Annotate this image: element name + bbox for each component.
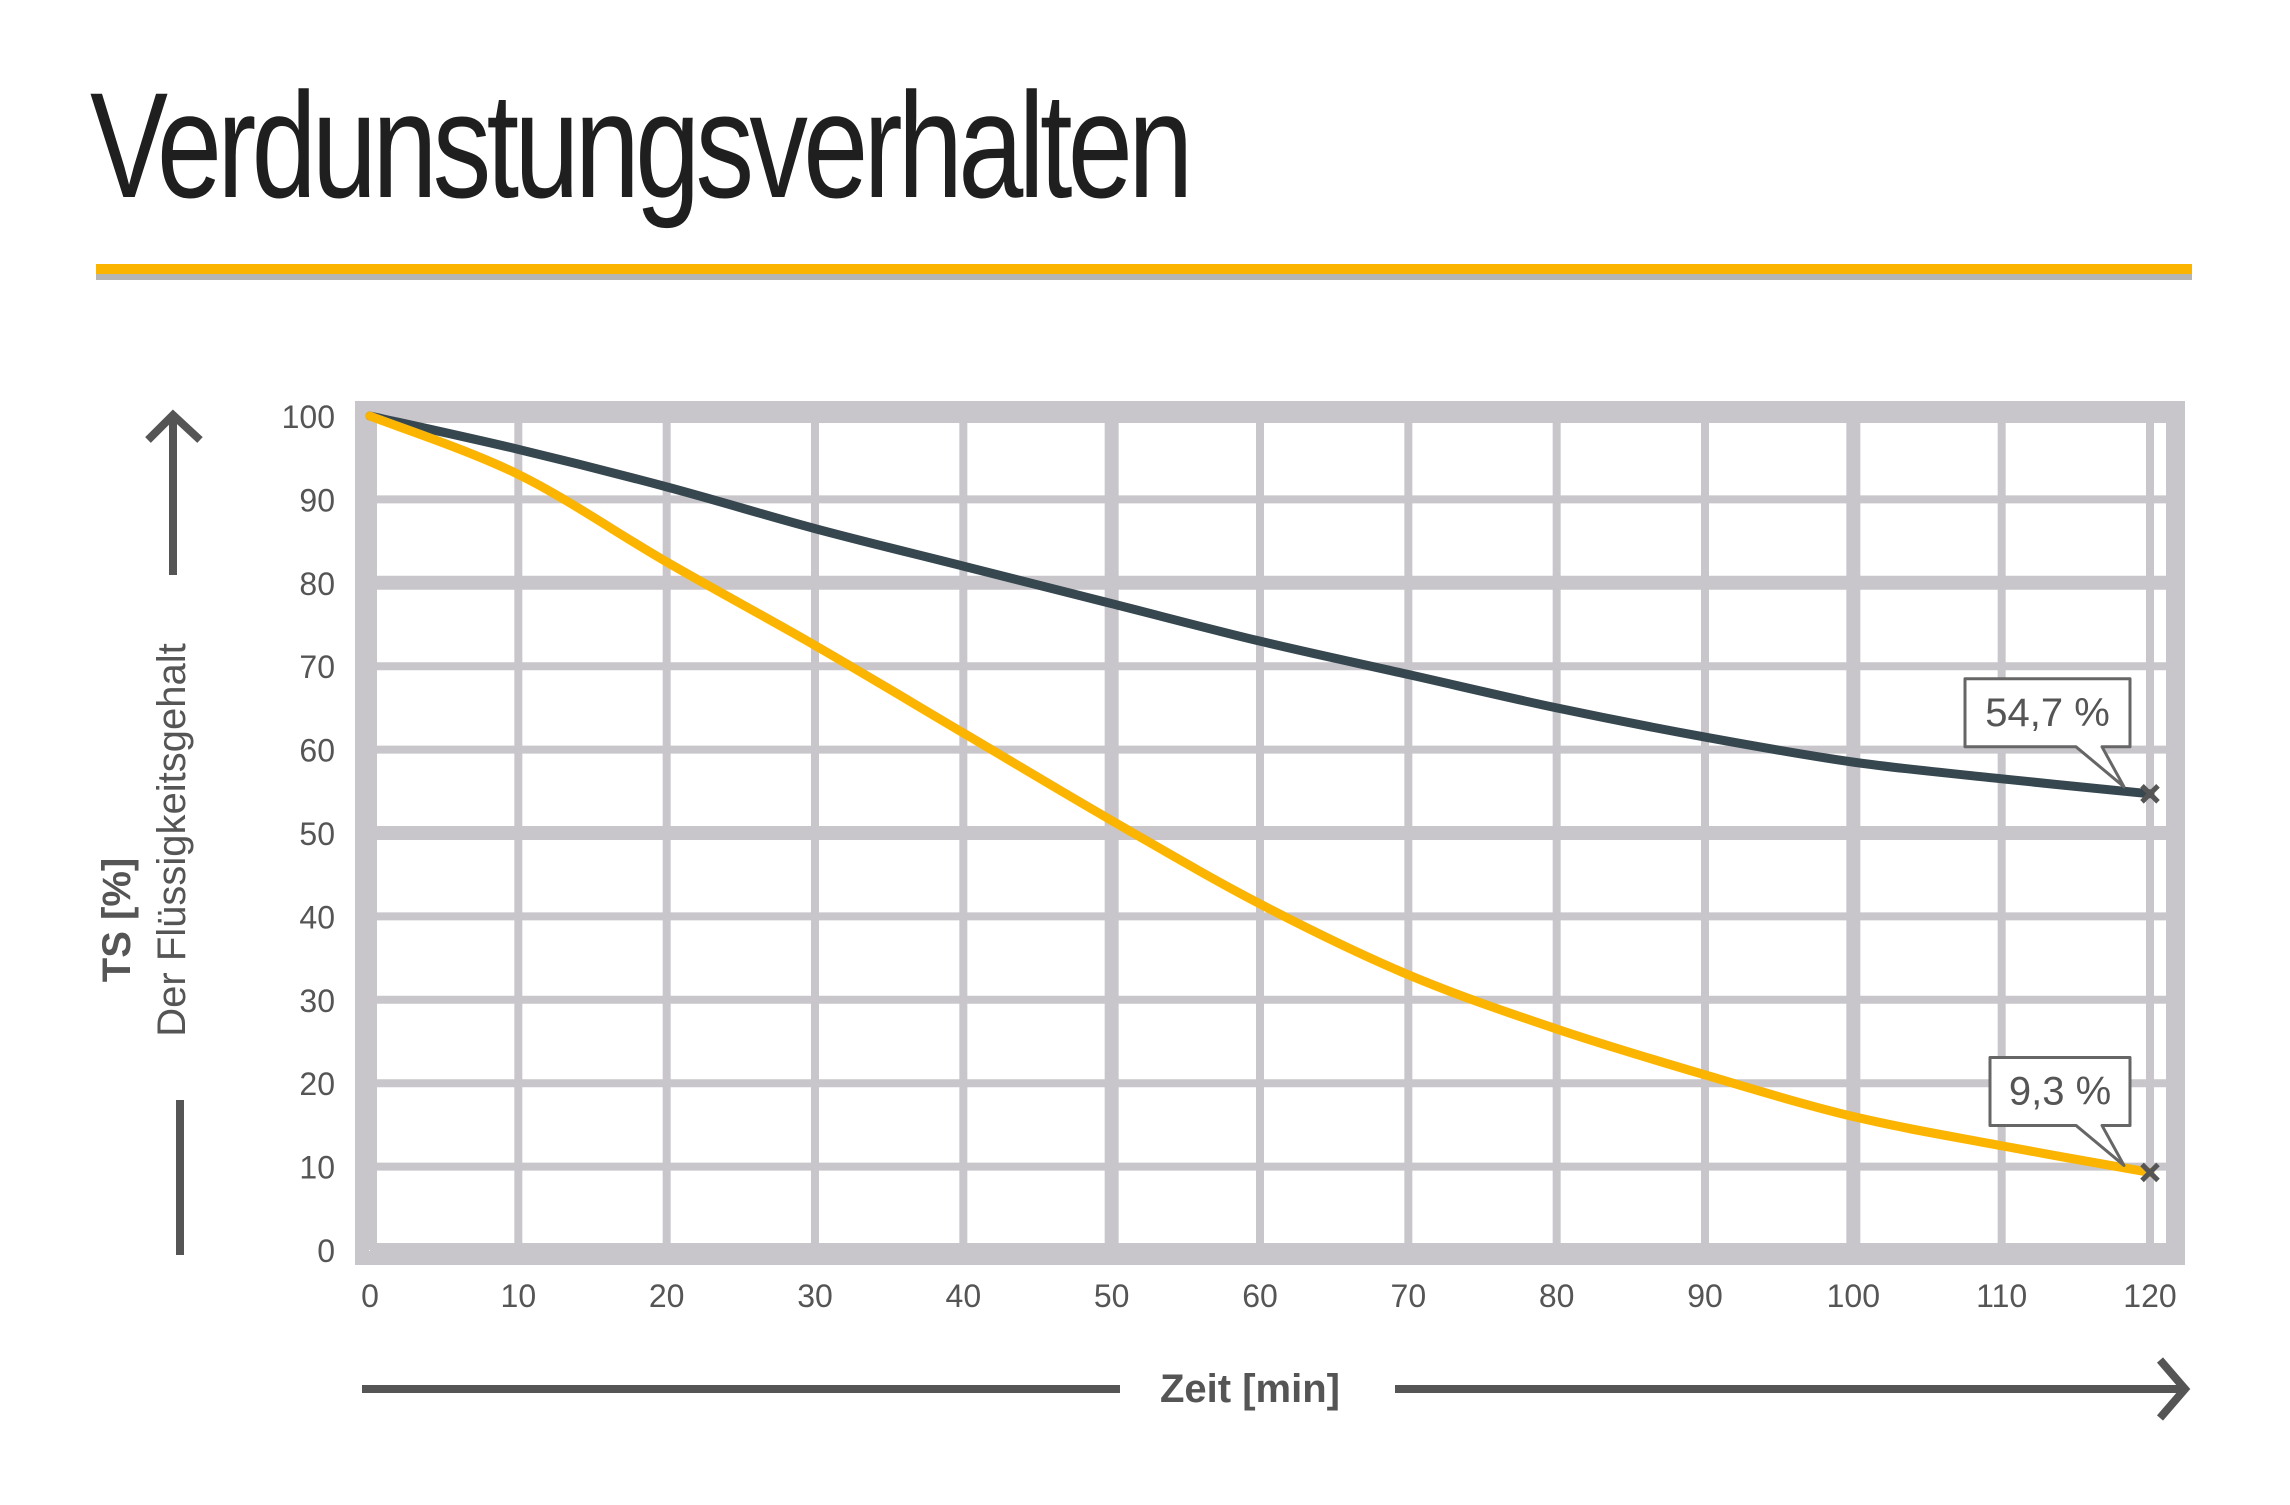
chart-callouts: 54,7 % 9,3 % (1963, 677, 2160, 1183)
x-tick-label: 80 (1539, 1278, 1575, 1314)
y-tick-label: 70 (299, 649, 335, 685)
y-tick-label: 60 (299, 733, 335, 769)
y-tick-label: 40 (299, 899, 335, 935)
x-tick-label: 70 (1391, 1278, 1427, 1314)
title-underline-shadow (96, 274, 2192, 280)
x-tick-label: 60 (1242, 1278, 1278, 1314)
x-axis-arrow-icon (362, 1357, 2191, 1421)
y-tick-label: 0 (317, 1233, 335, 1269)
series-line-dark (365, 411, 2155, 799)
series-line-yellow (365, 411, 2155, 1177)
x-tick-label: 50 (1094, 1278, 1130, 1314)
x-tick-label: 10 (501, 1278, 537, 1314)
x-tick-label: 100 (1827, 1278, 1880, 1314)
x-tick-label: 0 (361, 1278, 379, 1314)
y-axis-ticks: 0 10 20 30 40 50 60 70 80 90 100 (282, 399, 335, 1269)
y-tick-label: 20 (299, 1066, 335, 1102)
chart-grid (355, 401, 2185, 1265)
y-tick-label: 80 (299, 566, 335, 602)
x-axis-label: Zeit [min] (1160, 1367, 1340, 1411)
x-tick-label: 40 (946, 1278, 982, 1314)
x-tick-label: 90 (1687, 1278, 1723, 1314)
x-tick-label: 20 (649, 1278, 685, 1314)
y-tick-label: 10 (299, 1150, 335, 1186)
x-axis-ticks: 0 10 20 30 40 50 60 70 80 90 100 110 120 (361, 1278, 2177, 1314)
y-axis-arrow-icon (145, 409, 203, 1255)
y-tick-label: 100 (282, 399, 335, 435)
y-tick-label: 50 (299, 816, 335, 852)
value-callout: 9,3 % (1988, 1055, 2160, 1183)
y-tick-label: 90 (299, 482, 335, 518)
x-tick-label: 30 (797, 1278, 833, 1314)
y-axis-label: TS [%] (95, 858, 139, 982)
callout-label: 9,3 % (2009, 1069, 2111, 1113)
x-tick-label: 120 (2123, 1278, 2176, 1314)
x-tick-label: 110 (1976, 1278, 2027, 1314)
title-underline-accent (96, 264, 2192, 274)
data-point-marker-icon (2140, 1162, 2160, 1183)
data-point-marker-icon (2140, 784, 2160, 804)
page-title: Verdunstungsverhalten (90, 61, 1193, 229)
y-axis-label-secondary: Der Flüssigkeitsgehalt (150, 643, 194, 1037)
callout-label: 54,7 % (1985, 691, 2110, 735)
chart-series (365, 411, 2155, 1177)
y-tick-label: 30 (299, 983, 335, 1019)
value-callout: 54,7 % (1963, 677, 2160, 804)
